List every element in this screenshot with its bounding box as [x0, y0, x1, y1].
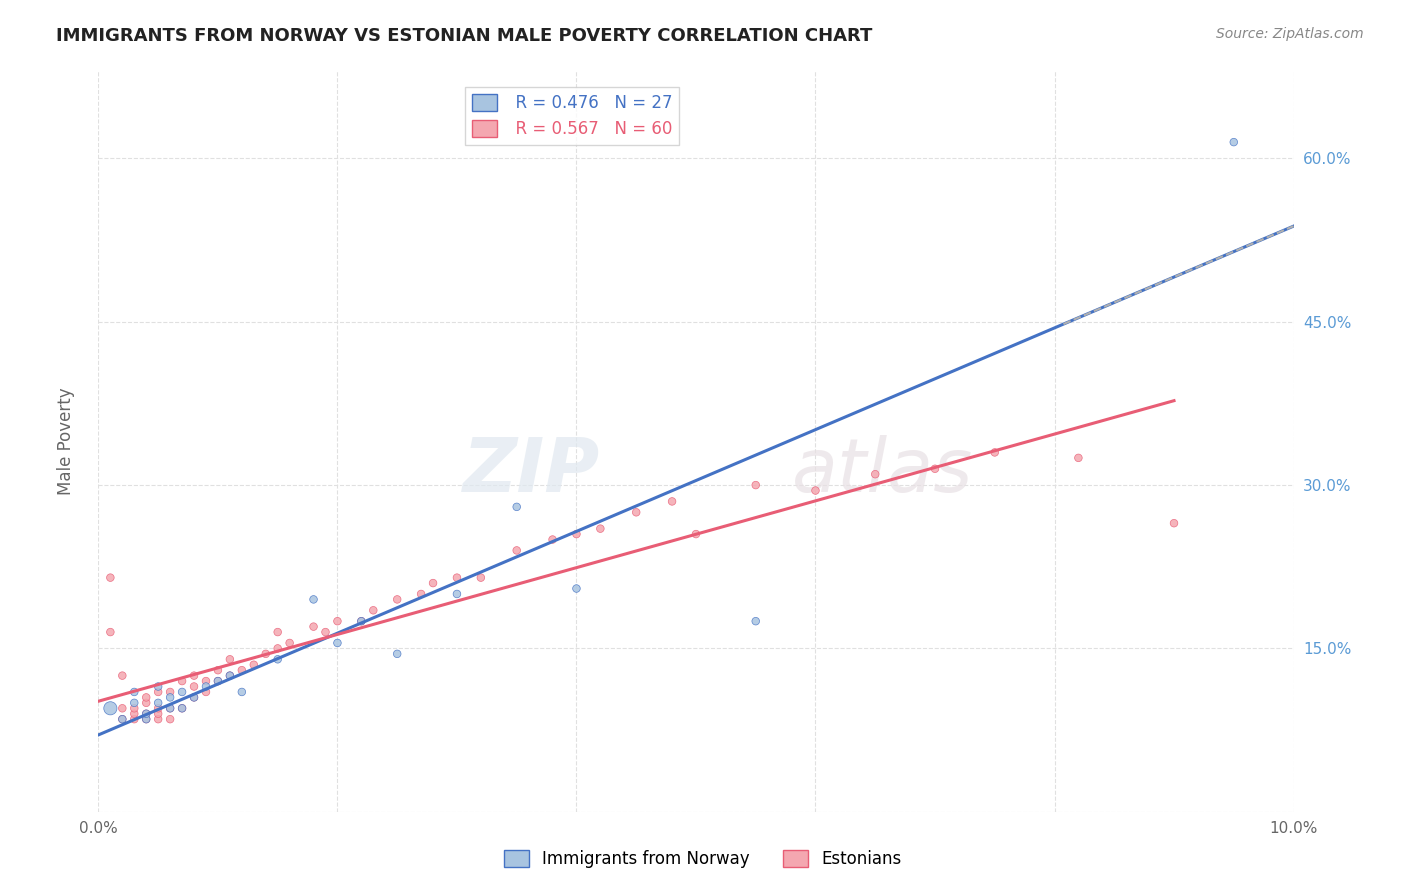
- Point: [183, 690, 205, 705]
- Point: [446, 571, 468, 585]
- Point: [195, 674, 218, 689]
- Point: [111, 712, 134, 726]
- Point: [219, 668, 242, 682]
- Point: [111, 668, 134, 682]
- Point: [172, 701, 194, 715]
- Point: [302, 592, 325, 607]
- Point: [470, 571, 492, 585]
- Point: [1223, 135, 1246, 149]
- Point: [589, 522, 612, 536]
- Point: [219, 652, 242, 666]
- Point: [98, 625, 122, 640]
- Point: [159, 701, 181, 715]
- Point: [267, 625, 290, 640]
- Point: [278, 636, 301, 650]
- Point: [111, 701, 134, 715]
- Legend:   R = 0.476   N = 27,   R = 0.567   N = 60: R = 0.476 N = 27, R = 0.567 N = 60: [465, 87, 679, 145]
- Y-axis label: Male Poverty: Male Poverty: [56, 388, 75, 495]
- Point: [135, 690, 157, 705]
- Point: [326, 614, 349, 628]
- Point: [231, 685, 253, 699]
- Point: [183, 668, 205, 682]
- Point: [159, 712, 181, 726]
- Point: [267, 641, 290, 656]
- Point: [124, 696, 146, 710]
- Point: [98, 701, 122, 715]
- Text: atlas: atlas: [792, 435, 973, 508]
- Point: [506, 543, 529, 558]
- Point: [135, 696, 157, 710]
- Point: [565, 527, 588, 541]
- Point: [1067, 450, 1090, 465]
- Point: [506, 500, 529, 514]
- Point: [183, 680, 205, 694]
- Text: ZIP: ZIP: [463, 434, 600, 508]
- Legend: Immigrants from Norway, Estonians: Immigrants from Norway, Estonians: [498, 843, 908, 875]
- Point: [350, 614, 373, 628]
- Point: [195, 680, 218, 694]
- Point: [385, 647, 409, 661]
- Point: [207, 674, 229, 689]
- Point: [124, 706, 146, 721]
- Point: [159, 701, 181, 715]
- Point: [984, 445, 1007, 459]
- Point: [804, 483, 827, 498]
- Point: [135, 712, 157, 726]
- Point: [865, 467, 887, 482]
- Point: [231, 663, 253, 677]
- Point: [135, 712, 157, 726]
- Point: [148, 696, 170, 710]
- Point: [315, 625, 337, 640]
- Point: [172, 701, 194, 715]
- Point: [111, 712, 134, 726]
- Point: [565, 582, 588, 596]
- Point: [135, 706, 157, 721]
- Point: [219, 668, 242, 682]
- Point: [148, 706, 170, 721]
- Point: [267, 652, 290, 666]
- Point: [924, 462, 946, 476]
- Point: [124, 701, 146, 715]
- Point: [135, 706, 157, 721]
- Point: [148, 680, 170, 694]
- Point: [124, 712, 146, 726]
- Point: [183, 690, 205, 705]
- Point: [172, 685, 194, 699]
- Point: [195, 685, 218, 699]
- Point: [326, 636, 349, 650]
- Point: [1163, 516, 1185, 531]
- Point: [159, 690, 181, 705]
- Point: [446, 587, 468, 601]
- Text: Source: ZipAtlas.com: Source: ZipAtlas.com: [1216, 27, 1364, 41]
- Point: [422, 576, 444, 591]
- Point: [745, 614, 768, 628]
- Point: [745, 478, 768, 492]
- Point: [363, 603, 385, 617]
- Point: [350, 614, 373, 628]
- Point: [411, 587, 433, 601]
- Point: [661, 494, 683, 508]
- Text: IMMIGRANTS FROM NORWAY VS ESTONIAN MALE POVERTY CORRELATION CHART: IMMIGRANTS FROM NORWAY VS ESTONIAN MALE …: [56, 27, 873, 45]
- Point: [207, 674, 229, 689]
- Point: [148, 685, 170, 699]
- Point: [385, 592, 409, 607]
- Point: [124, 685, 146, 699]
- Point: [254, 647, 277, 661]
- Point: [541, 533, 564, 547]
- Point: [98, 571, 122, 585]
- Point: [302, 619, 325, 633]
- Point: [148, 701, 170, 715]
- Point: [243, 657, 266, 672]
- Point: [148, 712, 170, 726]
- Point: [207, 663, 229, 677]
- Point: [159, 685, 181, 699]
- Point: [172, 674, 194, 689]
- Point: [685, 527, 707, 541]
- Point: [626, 505, 648, 519]
